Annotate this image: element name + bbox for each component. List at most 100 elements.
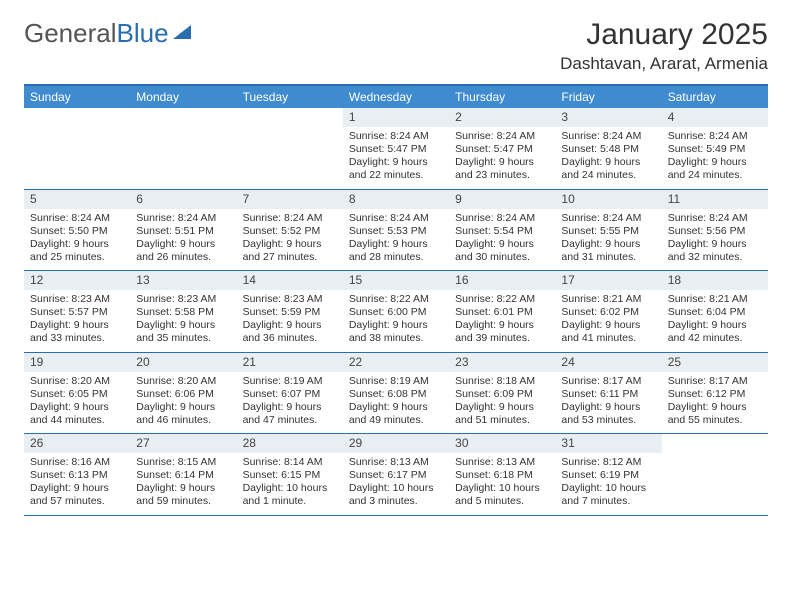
day-cell: 23Sunrise: 8:18 AMSunset: 6:09 PMDayligh… [449,353,555,434]
sunset-text: Sunset: 6:04 PM [668,306,762,319]
day-cell: 2Sunrise: 8:24 AMSunset: 5:47 PMDaylight… [449,108,555,189]
sunrise-text: Sunrise: 8:23 AM [30,293,124,306]
day-cell: 31Sunrise: 8:12 AMSunset: 6:19 PMDayligh… [555,434,661,515]
sunrise-text: Sunrise: 8:16 AM [30,456,124,469]
weekday-header: Wednesday [343,86,449,108]
daylight-text: Daylight: 9 hours [136,319,230,332]
sunset-text: Sunset: 6:11 PM [561,388,655,401]
sunrise-text: Sunrise: 8:24 AM [30,212,124,225]
day-cell: 9Sunrise: 8:24 AMSunset: 5:54 PMDaylight… [449,190,555,271]
daylight-text: and 51 minutes. [455,414,549,427]
day-number: 17 [555,271,661,290]
sunrise-text: Sunrise: 8:20 AM [136,375,230,388]
daylight-text: and 27 minutes. [243,251,337,264]
week-row: 26Sunrise: 8:16 AMSunset: 6:13 PMDayligh… [24,434,768,516]
day-number: 20 [130,353,236,372]
day-cell: 13Sunrise: 8:23 AMSunset: 5:58 PMDayligh… [130,271,236,352]
weekday-header-row: Sunday Monday Tuesday Wednesday Thursday… [24,86,768,108]
day-number: 30 [449,434,555,453]
day-cell [130,108,236,189]
daylight-text: and 30 minutes. [455,251,549,264]
sunset-text: Sunset: 6:01 PM [455,306,549,319]
daylight-text: Daylight: 9 hours [243,401,337,414]
sunrise-text: Sunrise: 8:24 AM [561,212,655,225]
day-number: 22 [343,353,449,372]
sunrise-text: Sunrise: 8:24 AM [668,212,762,225]
daylight-text: Daylight: 9 hours [30,401,124,414]
daylight-text: and 47 minutes. [243,414,337,427]
sunset-text: Sunset: 5:54 PM [455,225,549,238]
daylight-text: Daylight: 9 hours [243,319,337,332]
day-cell: 26Sunrise: 8:16 AMSunset: 6:13 PMDayligh… [24,434,130,515]
daylight-text: Daylight: 9 hours [349,401,443,414]
daylight-text: and 31 minutes. [561,251,655,264]
daylight-text: and 3 minutes. [349,495,443,508]
daylight-text: Daylight: 10 hours [561,482,655,495]
sunset-text: Sunset: 6:12 PM [668,388,762,401]
daylight-text: and 28 minutes. [349,251,443,264]
daylight-text: Daylight: 9 hours [668,401,762,414]
sunrise-text: Sunrise: 8:13 AM [349,456,443,469]
sunrise-text: Sunrise: 8:14 AM [243,456,337,469]
sunset-text: Sunset: 6:19 PM [561,469,655,482]
daylight-text: Daylight: 9 hours [349,238,443,251]
sunrise-text: Sunrise: 8:24 AM [455,130,549,143]
day-number: 26 [24,434,130,453]
day-number: 3 [555,108,661,127]
daylight-text: Daylight: 9 hours [136,238,230,251]
sunrise-text: Sunrise: 8:23 AM [136,293,230,306]
daylight-text: and 38 minutes. [349,332,443,345]
day-cell: 29Sunrise: 8:13 AMSunset: 6:17 PMDayligh… [343,434,449,515]
daylight-text: Daylight: 9 hours [349,319,443,332]
sunrise-text: Sunrise: 8:19 AM [349,375,443,388]
sunset-text: Sunset: 6:15 PM [243,469,337,482]
sunset-text: Sunset: 6:02 PM [561,306,655,319]
weekday-header: Friday [555,86,661,108]
day-number: 12 [24,271,130,290]
sunset-text: Sunset: 6:06 PM [136,388,230,401]
day-number: 15 [343,271,449,290]
day-cell: 22Sunrise: 8:19 AMSunset: 6:08 PMDayligh… [343,353,449,434]
day-cell: 19Sunrise: 8:20 AMSunset: 6:05 PMDayligh… [24,353,130,434]
daylight-text: Daylight: 9 hours [668,238,762,251]
day-number: 14 [237,271,343,290]
daylight-text: Daylight: 9 hours [668,156,762,169]
day-cell: 4Sunrise: 8:24 AMSunset: 5:49 PMDaylight… [662,108,768,189]
daylight-text: and 23 minutes. [455,169,549,182]
day-cell: 14Sunrise: 8:23 AMSunset: 5:59 PMDayligh… [237,271,343,352]
day-number: 8 [343,190,449,209]
daylight-text: and 44 minutes. [30,414,124,427]
sunrise-text: Sunrise: 8:18 AM [455,375,549,388]
daylight-text: Daylight: 9 hours [455,319,549,332]
day-number: 10 [555,190,661,209]
day-cell [237,108,343,189]
sunset-text: Sunset: 6:07 PM [243,388,337,401]
sunrise-text: Sunrise: 8:19 AM [243,375,337,388]
day-cell: 1Sunrise: 8:24 AMSunset: 5:47 PMDaylight… [343,108,449,189]
daylight-text: and 46 minutes. [136,414,230,427]
day-cell: 24Sunrise: 8:17 AMSunset: 6:11 PMDayligh… [555,353,661,434]
logo: GeneralBlue [24,18,191,49]
calendar-page: GeneralBlue January 2025 Dashtavan, Arar… [0,0,792,534]
daylight-text: Daylight: 9 hours [455,401,549,414]
daylight-text: Daylight: 9 hours [455,238,549,251]
daylight-text: Daylight: 10 hours [349,482,443,495]
weekday-header: Tuesday [237,86,343,108]
day-number: 24 [555,353,661,372]
daylight-text: and 59 minutes. [136,495,230,508]
day-cell: 3Sunrise: 8:24 AMSunset: 5:48 PMDaylight… [555,108,661,189]
sunset-text: Sunset: 5:52 PM [243,225,337,238]
day-number: 29 [343,434,449,453]
weeks-container: 1Sunrise: 8:24 AMSunset: 5:47 PMDaylight… [24,108,768,516]
day-number: 16 [449,271,555,290]
day-number: 23 [449,353,555,372]
sunset-text: Sunset: 6:14 PM [136,469,230,482]
sunrise-text: Sunrise: 8:22 AM [455,293,549,306]
daylight-text: and 33 minutes. [30,332,124,345]
sunset-text: Sunset: 5:56 PM [668,225,762,238]
day-number: 18 [662,271,768,290]
day-cell: 15Sunrise: 8:22 AMSunset: 6:00 PMDayligh… [343,271,449,352]
daylight-text: Daylight: 10 hours [243,482,337,495]
day-cell: 18Sunrise: 8:21 AMSunset: 6:04 PMDayligh… [662,271,768,352]
day-number: 25 [662,353,768,372]
